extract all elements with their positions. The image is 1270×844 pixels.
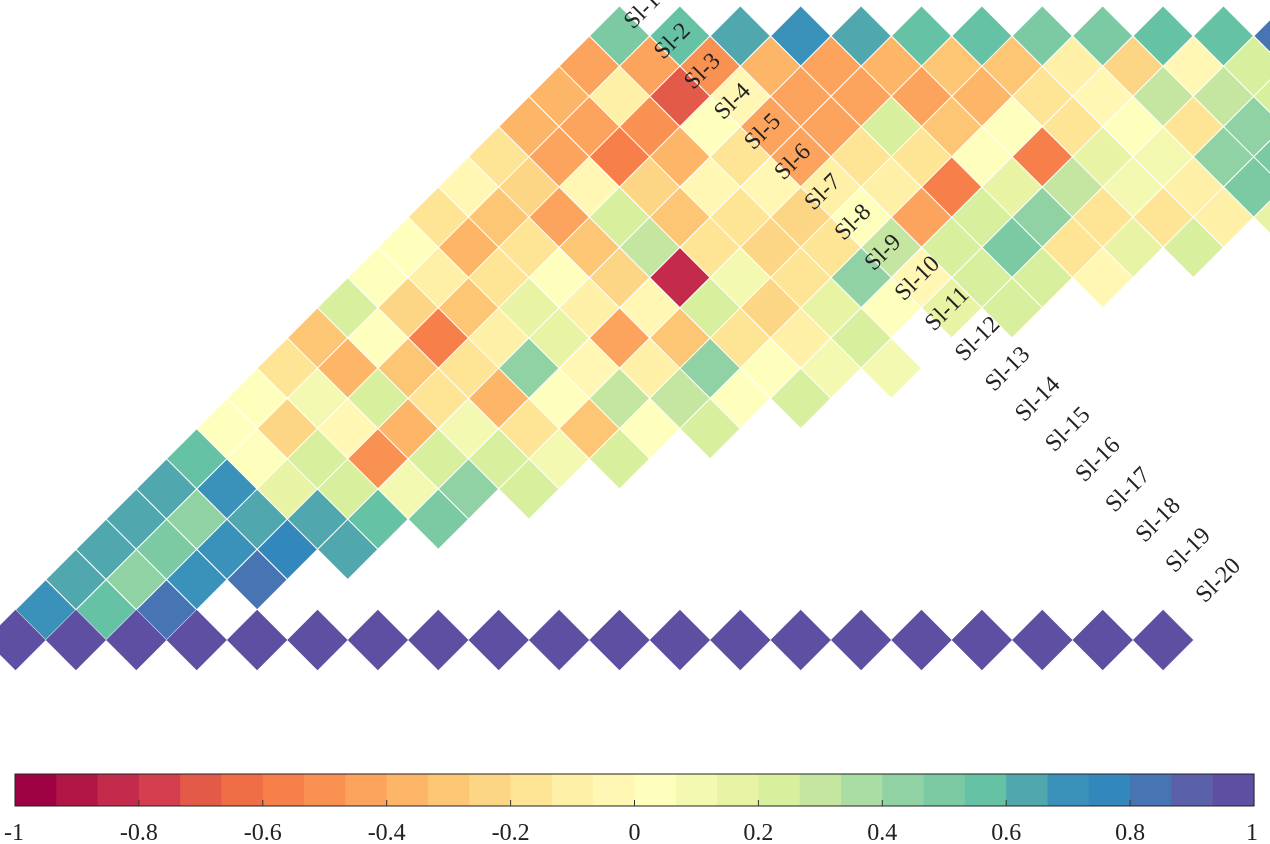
diagonal-cell: [0, 609, 46, 671]
variable-label: Sl-19: [1161, 523, 1216, 578]
heat-cell: [316, 518, 379, 581]
diagonal-cell: [408, 609, 469, 671]
colorbar-tick-label: 0.8: [1115, 820, 1145, 844]
colorbar-swatch: [1171, 774, 1214, 806]
variable-label: Sl-13: [980, 341, 1035, 396]
diagonal-cell: [45, 609, 107, 671]
diagonal-cell: [166, 609, 227, 671]
heat-cell: [1252, 139, 1270, 174]
colorbar-tick-label: -0.4: [368, 820, 406, 844]
colorbar-tick-label: -0.8: [120, 820, 158, 844]
heat-cell: [1252, 79, 1270, 114]
diagonal-cell: [589, 609, 650, 671]
diagonal-cell: [770, 609, 831, 671]
colorbar-tick-label: 0.2: [743, 820, 773, 844]
heat-cell: [1252, 18, 1270, 54]
heat-cell: [981, 276, 1044, 339]
colorbar-swatch: [221, 774, 264, 806]
colorbar-swatch: [510, 774, 553, 806]
diagonal-cell: [649, 609, 711, 671]
heat-cell: [860, 337, 923, 400]
variable-label: Sl-14: [1010, 372, 1065, 427]
colorbar-tick-label: -0.2: [492, 820, 530, 844]
colorbar-swatch: [1006, 774, 1049, 806]
colorbar-swatch: [675, 774, 718, 806]
diagonal-cell: [951, 609, 1013, 671]
diagonal-cell: [347, 609, 409, 671]
diagonal-cell: [287, 609, 348, 671]
variable-label: Sl-20: [1191, 553, 1246, 608]
colorbar-swatch: [1047, 774, 1090, 806]
variable-label: Sl-17: [1100, 462, 1155, 517]
colorbar-tick-label: 1: [1246, 820, 1258, 844]
heat-cell: [1162, 216, 1225, 279]
colorbar-swatch: [428, 774, 470, 806]
colorbar-tick-label: -0.6: [244, 820, 282, 844]
colorbar-swatch: [882, 774, 925, 806]
colorbar: -1 -0.8 -0.6 -0.4 -0.2 0 0.2 0.4 0.6 0.8 1: [4, 773, 1258, 844]
variable-label: Sl-16: [1070, 432, 1125, 487]
colorbar-swatch: [964, 774, 1007, 806]
diagonal-cell: [830, 609, 892, 671]
heat-cell: [1252, 200, 1270, 235]
colorbar-swatch: [799, 774, 842, 806]
diagonal-cell: [891, 609, 952, 671]
diagonal-cell: [226, 609, 288, 671]
colorbar-swatch: [15, 774, 57, 806]
colorbar-swatch: [345, 774, 388, 806]
colorbar-swatch: [634, 774, 677, 806]
colorbar-swatch: [386, 774, 429, 806]
colorbar-swatch: [469, 774, 512, 806]
colorbar-swatch: [138, 774, 181, 806]
colorbar-tick-label: 0.6: [991, 820, 1021, 844]
colorbar-swatch: [1088, 774, 1131, 806]
diagonal-cell: [106, 609, 167, 671]
heat-cell: [1071, 246, 1134, 309]
variable-label: Sl-15: [1040, 402, 1095, 457]
heat-cell: [588, 427, 651, 490]
diagonal-cell: [468, 609, 529, 671]
diagonal-cell: [1012, 609, 1073, 671]
colorbar-swatch: [593, 774, 636, 806]
colorbar-swatch: [1212, 774, 1255, 806]
diagonal-cell: [1132, 609, 1194, 671]
heat-cell: [497, 458, 560, 520]
heat-cell: [679, 397, 742, 460]
diagonal-cell: [1072, 609, 1133, 671]
colorbar-swatch: [180, 774, 223, 806]
diagonal-cell: [710, 609, 771, 671]
colorbar-tick-label: -1: [4, 820, 24, 844]
colorbar-swatch: [841, 774, 883, 806]
colorbar-swatch: [304, 774, 346, 806]
colorbar-swatch: [717, 774, 759, 806]
variable-label: Sl-18: [1131, 492, 1186, 547]
colorbar-swatch: [1130, 774, 1172, 806]
heat-cell: [920, 276, 983, 339]
colorbar-tick-label: 0.4: [867, 820, 897, 844]
colorbar-swatch: [923, 774, 966, 806]
colorbar-tick-label: 0: [629, 820, 641, 844]
colorbar-swatch: [551, 774, 594, 806]
heat-cell: [407, 488, 470, 551]
colorbar-swatch: [262, 774, 305, 806]
heatmap-cells: [0, 5, 1270, 671]
colorbar-swatch: [97, 774, 140, 806]
colorbar-swatch: [758, 774, 801, 806]
colorbar-swatch: [56, 774, 99, 806]
heat-cell: [769, 367, 832, 430]
diagonal-cell: [528, 609, 590, 671]
